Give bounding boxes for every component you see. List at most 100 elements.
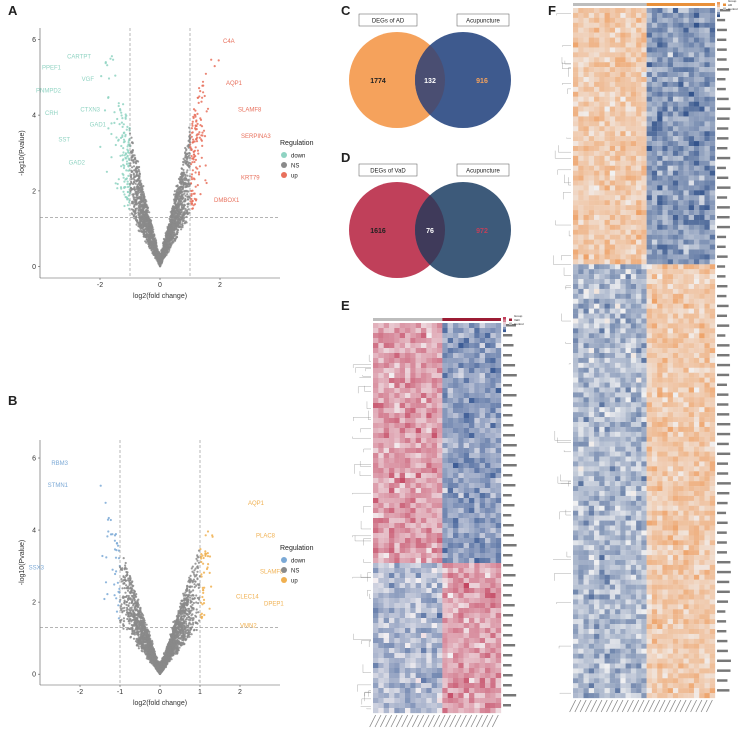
point-NS	[172, 633, 175, 636]
point-up	[206, 552, 209, 555]
point-NS	[177, 229, 180, 232]
point-NS	[141, 230, 144, 233]
point-NS	[141, 198, 144, 201]
point-NS	[167, 656, 170, 660]
point-down	[110, 55, 113, 58]
point-NS	[175, 236, 179, 239]
point-NS	[134, 182, 137, 185]
point-NS	[145, 623, 148, 626]
point-NS	[181, 226, 184, 229]
x-axis-label: log2(fold change)	[133, 293, 187, 300]
point-up	[207, 563, 210, 566]
point-NS	[171, 630, 175, 633]
point-NS	[186, 600, 190, 603]
point-NS	[119, 621, 122, 624]
point-down	[116, 117, 119, 121]
point-up	[194, 109, 197, 112]
point-NS	[193, 575, 196, 578]
point-NS	[132, 196, 135, 199]
point-NS	[135, 207, 139, 210]
point-up	[202, 588, 205, 592]
point-NS	[193, 586, 196, 589]
point-up	[190, 155, 193, 158]
point-NS	[129, 619, 132, 622]
point-NS	[188, 175, 191, 178]
point-NS	[143, 620, 146, 623]
point-NS	[138, 195, 141, 198]
point-up	[203, 135, 207, 138]
point-NS	[132, 589, 135, 592]
point-NS	[182, 196, 185, 199]
point-NS	[130, 136, 133, 139]
point-NS	[147, 657, 150, 661]
point-up	[190, 178, 194, 181]
point-NS	[137, 168, 140, 171]
point-NS	[177, 643, 180, 646]
point-NS	[128, 602, 131, 605]
point-NS	[185, 155, 189, 158]
point-down	[113, 539, 116, 542]
point-NS	[135, 201, 138, 204]
point-down	[104, 581, 108, 584]
point-NS	[179, 610, 182, 613]
point-NS	[133, 210, 136, 213]
point-NS	[170, 238, 173, 241]
point-up	[191, 141, 194, 144]
point-up	[191, 124, 194, 127]
point-NS	[190, 609, 193, 612]
point-NS	[129, 164, 132, 167]
point-up	[192, 108, 196, 111]
gene-label: DMBOX1	[214, 198, 240, 204]
point-NS	[134, 175, 137, 178]
point-up	[192, 177, 195, 180]
point-down	[117, 549, 120, 552]
point-NS	[133, 169, 136, 172]
point-NS	[132, 637, 136, 640]
point-NS	[173, 625, 176, 628]
point-up	[194, 155, 197, 158]
point-NS	[127, 615, 130, 618]
legend-swatch-NS	[281, 162, 287, 168]
gene-label: CARTPT	[67, 54, 91, 60]
point-NS	[125, 570, 128, 574]
point-NS	[179, 178, 183, 181]
point-down	[117, 604, 120, 607]
point-down	[105, 556, 108, 559]
point-up	[210, 58, 213, 61]
x-tick-label: -2	[97, 282, 103, 289]
point-NS	[173, 223, 176, 226]
point-NS	[197, 561, 200, 564]
point-up	[195, 134, 198, 137]
point-down	[114, 74, 117, 77]
point-NS	[166, 247, 170, 250]
point-down	[125, 196, 128, 199]
point-NS	[186, 584, 189, 587]
point-down	[107, 516, 110, 520]
point-NS	[147, 245, 151, 248]
point-down	[123, 204, 126, 208]
point-NS	[186, 595, 189, 598]
point-NS	[187, 164, 190, 167]
point-NS	[132, 165, 136, 168]
legend-label-down: down	[291, 154, 305, 160]
point-down	[106, 64, 109, 67]
point-NS	[176, 193, 179, 196]
point-NS	[141, 212, 144, 215]
point-NS	[174, 648, 177, 651]
point-NS	[152, 251, 155, 254]
point-down	[106, 535, 109, 538]
point-NS	[142, 222, 145, 225]
point-up	[200, 560, 203, 564]
point-NS	[185, 171, 188, 174]
point-NS	[178, 637, 181, 640]
point-down	[109, 57, 112, 60]
point-NS	[137, 647, 140, 650]
point-NS	[178, 212, 181, 215]
point-NS	[173, 190, 176, 193]
point-up	[204, 72, 207, 75]
point-NS	[167, 228, 170, 231]
point-NS	[176, 636, 179, 639]
point-NS	[130, 208, 133, 211]
point-NS	[126, 589, 130, 592]
point-NS	[147, 240, 150, 243]
